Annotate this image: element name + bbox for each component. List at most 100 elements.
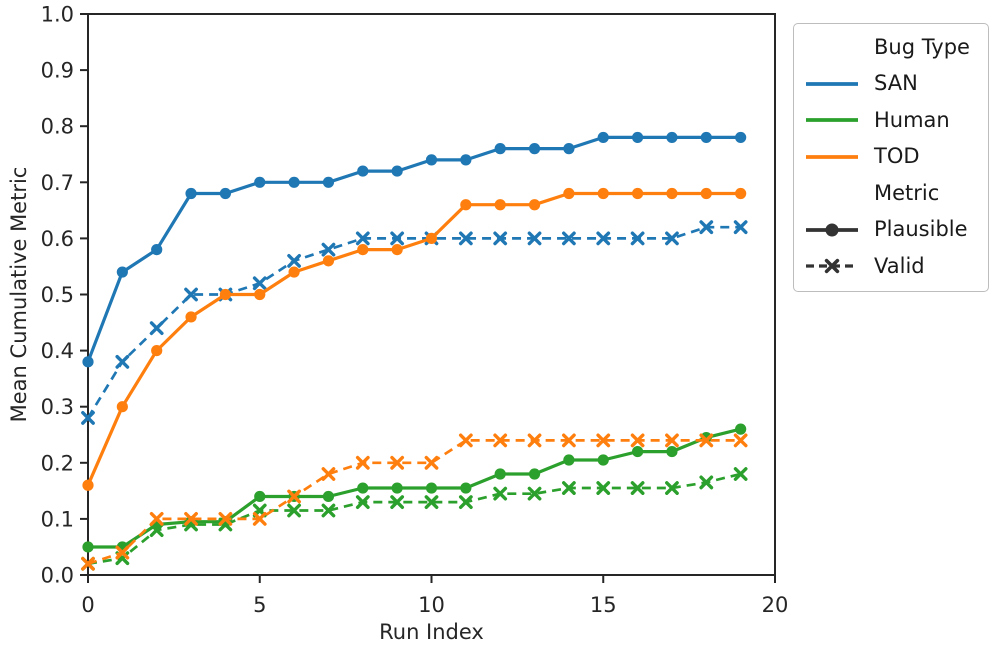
marker-circle (254, 490, 266, 503)
legend-item-tod: TOD (794, 139, 988, 176)
marker-circle (528, 199, 541, 211)
y-tick-label: 0.5 (41, 283, 74, 307)
x-tick-label: 10 (418, 593, 445, 617)
marker-x (493, 433, 508, 448)
marker-circle (563, 454, 575, 466)
marker-x (699, 475, 714, 490)
marker-circle (735, 131, 747, 144)
marker-x (596, 433, 611, 448)
marker-circle (391, 165, 403, 177)
marker-x (665, 481, 679, 495)
marker-circle (254, 176, 266, 188)
marker-circle (425, 154, 438, 166)
legend-label-tod: TOD (874, 144, 920, 169)
marker-circle (460, 199, 472, 211)
marker-x (630, 481, 645, 495)
legend-spacer (804, 182, 860, 204)
marker-x (252, 276, 267, 291)
marker-circle (288, 266, 300, 278)
marker-x (321, 242, 336, 257)
marker-circle (288, 176, 300, 188)
series-san-plausible (82, 131, 747, 368)
marker-circle (494, 143, 506, 155)
series-san-valid (81, 220, 748, 425)
y-tick-label: 0.3 (41, 395, 74, 419)
marker-circle (494, 199, 506, 211)
marker-circle (460, 154, 472, 166)
marker-circle (185, 187, 197, 200)
marker-circle (425, 232, 438, 244)
marker-circle (425, 482, 438, 494)
marker-x (630, 433, 645, 448)
legend-marker-x (824, 259, 840, 274)
marker-x (424, 455, 439, 470)
legend-item-plausible: Plausible (794, 212, 988, 249)
legend-label-san: SAN (874, 71, 918, 96)
legend-handle (806, 154, 858, 159)
marker-circle (185, 311, 197, 323)
x-tick-label: 20 (762, 593, 789, 617)
legend-handle (806, 223, 858, 237)
marker-circle (116, 401, 128, 413)
y-tick-label: 0.4 (41, 339, 74, 363)
marker-x (149, 523, 164, 538)
marker-x (390, 455, 405, 470)
marker-x (630, 231, 645, 246)
marker-x (665, 433, 679, 448)
marker-circle (151, 345, 163, 357)
marker-x (562, 481, 576, 495)
x-axis-label: Run Index (379, 620, 484, 644)
marker-x (287, 253, 301, 268)
legend-handle (806, 259, 858, 274)
marker-x (287, 489, 301, 504)
marker-x (458, 231, 473, 246)
marker-x (562, 231, 576, 246)
marker-circle (494, 468, 506, 480)
x-tick-label: 0 (81, 593, 94, 617)
marker-x (527, 231, 542, 246)
marker-x (596, 231, 611, 246)
marker-x (699, 220, 714, 235)
marker-circle (528, 468, 541, 480)
legend-line-swatch-san (804, 73, 860, 95)
marker-circle (219, 187, 231, 200)
y-axis-label: Mean Cumulative Metric (7, 167, 31, 423)
legend-title-metric: Metric (874, 180, 940, 205)
series-human-plausible-line (88, 427, 741, 549)
marker-x (149, 512, 164, 526)
marker-x (733, 467, 748, 481)
series-tod-plausible (82, 187, 747, 491)
marker-circle (666, 445, 678, 458)
marker-circle (357, 244, 369, 256)
marker-x (149, 321, 164, 336)
legend-marker-circle (825, 223, 839, 237)
marker-circle (666, 187, 678, 200)
marker-circle (632, 131, 644, 144)
y-tick-label: 0.2 (41, 451, 74, 475)
marker-circle (219, 288, 231, 301)
marker-x (321, 467, 336, 481)
marker-circle (632, 445, 644, 458)
marker-circle (151, 244, 163, 256)
marker-circle (563, 187, 575, 200)
marker-x (81, 411, 95, 425)
marker-circle (391, 244, 403, 256)
marker-x (699, 433, 714, 448)
x-tick-label: 15 (590, 593, 617, 617)
marker-x (252, 512, 267, 526)
marker-x (665, 231, 679, 246)
x-tick-label: 5 (253, 593, 266, 617)
marker-x (733, 433, 748, 448)
marker-x (355, 495, 370, 509)
y-tick-label: 0.6 (41, 227, 74, 251)
y-tick-label: 0.0 (41, 564, 74, 588)
legend-line-swatch-valid (804, 255, 860, 277)
legend-line-swatch-plausible (804, 219, 860, 241)
legend-title-bug-type: Bug Type (874, 34, 970, 59)
marker-circle (700, 187, 712, 200)
marker-circle (597, 187, 609, 200)
marker-x (596, 481, 611, 495)
marker-circle (597, 131, 609, 144)
series-human-valid-line (87, 472, 741, 566)
